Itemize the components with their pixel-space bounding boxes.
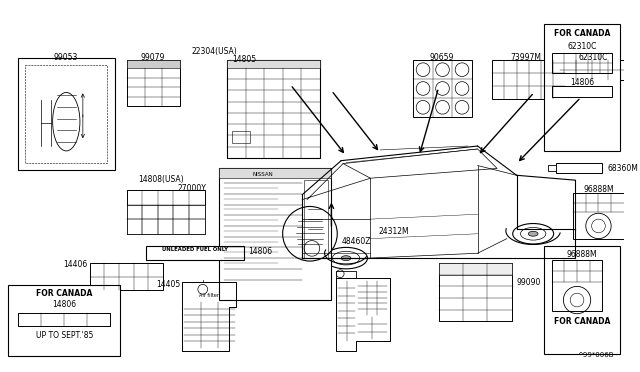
Text: 73997M: 73997M bbox=[510, 54, 541, 62]
Text: 99079: 99079 bbox=[141, 54, 165, 62]
Text: 99090: 99090 bbox=[516, 278, 541, 286]
Text: 62310C: 62310C bbox=[567, 42, 596, 51]
Text: UNLEADED FUEL ONLY: UNLEADED FUEL ONLY bbox=[162, 247, 228, 253]
Text: FOR CANADA: FOR CANADA bbox=[36, 289, 93, 298]
Text: ^99*006B: ^99*006B bbox=[577, 352, 614, 358]
Bar bbox=[552, 54, 612, 73]
Text: 14808(USA): 14808(USA) bbox=[138, 175, 184, 184]
Text: 14406: 14406 bbox=[63, 260, 88, 269]
Bar bbox=[146, 246, 244, 260]
Text: Air filter: Air filter bbox=[198, 293, 219, 298]
Text: 24312M: 24312M bbox=[378, 227, 409, 236]
Bar bbox=[438, 263, 512, 321]
Bar bbox=[8, 285, 120, 356]
Text: 62310C: 62310C bbox=[579, 54, 608, 62]
Text: 96888M: 96888M bbox=[583, 185, 614, 194]
Text: 14806: 14806 bbox=[248, 247, 273, 256]
Bar bbox=[544, 246, 620, 354]
Bar bbox=[227, 60, 320, 68]
Ellipse shape bbox=[513, 224, 554, 244]
Bar bbox=[492, 60, 565, 99]
Bar bbox=[127, 190, 205, 234]
Text: FOR CANADA: FOR CANADA bbox=[554, 317, 610, 326]
Text: 27000Y: 27000Y bbox=[177, 184, 206, 193]
Text: 14806: 14806 bbox=[570, 78, 594, 87]
Text: 22304(USA): 22304(USA) bbox=[191, 46, 237, 56]
Bar bbox=[227, 60, 320, 158]
Bar bbox=[304, 180, 328, 258]
Text: 14805: 14805 bbox=[232, 55, 256, 64]
Text: 14405: 14405 bbox=[156, 280, 180, 289]
Bar bbox=[90, 263, 163, 290]
Bar bbox=[552, 260, 602, 311]
Text: 96888M: 96888M bbox=[566, 250, 597, 259]
Bar bbox=[127, 60, 180, 68]
Bar bbox=[573, 193, 624, 238]
Bar bbox=[561, 60, 624, 80]
Bar bbox=[127, 60, 180, 106]
Text: NISSAN: NISSAN bbox=[253, 172, 273, 177]
Bar bbox=[17, 313, 110, 326]
Text: FOR CANADA: FOR CANADA bbox=[554, 29, 610, 38]
Ellipse shape bbox=[332, 251, 360, 265]
Ellipse shape bbox=[520, 227, 546, 240]
Bar bbox=[548, 164, 556, 171]
Ellipse shape bbox=[52, 92, 80, 151]
Text: 99053: 99053 bbox=[53, 54, 77, 62]
Ellipse shape bbox=[324, 247, 367, 269]
Text: UP TO SEPT.'85: UP TO SEPT.'85 bbox=[36, 331, 93, 340]
Bar bbox=[552, 86, 612, 97]
Bar bbox=[413, 60, 472, 117]
Bar bbox=[544, 24, 620, 151]
Text: 68360M: 68360M bbox=[607, 164, 638, 173]
Text: 90659: 90659 bbox=[429, 54, 454, 62]
Ellipse shape bbox=[341, 256, 351, 260]
Ellipse shape bbox=[528, 231, 538, 236]
Bar bbox=[26, 65, 108, 163]
Text: 14806: 14806 bbox=[52, 300, 76, 309]
Text: 48460Z: 48460Z bbox=[341, 237, 371, 246]
Bar bbox=[17, 58, 115, 170]
Bar bbox=[127, 205, 205, 234]
Bar bbox=[438, 263, 512, 275]
Bar bbox=[232, 131, 250, 143]
Bar bbox=[220, 169, 332, 178]
Bar bbox=[220, 169, 332, 300]
Bar bbox=[556, 163, 602, 173]
